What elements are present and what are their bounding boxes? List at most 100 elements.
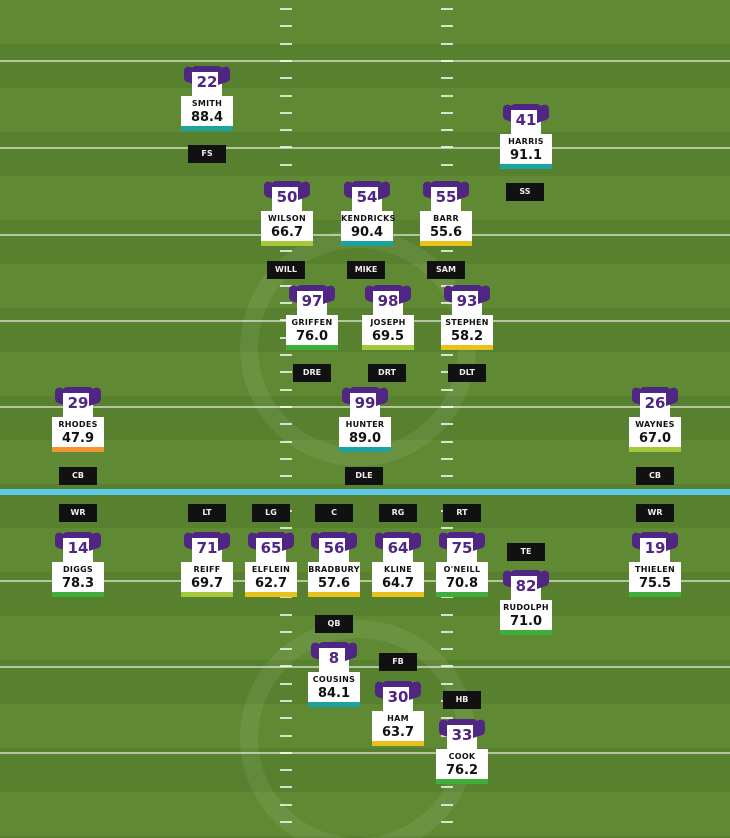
jersey-icon: 54 xyxy=(344,180,390,211)
grade-bar xyxy=(339,447,391,452)
hash-mark xyxy=(280,631,292,633)
hash-mark xyxy=(441,146,453,148)
hash-mark xyxy=(441,406,453,408)
hash-mark xyxy=(280,60,292,62)
hash-mark xyxy=(441,371,453,373)
player-grade: 84.1 xyxy=(317,686,351,701)
position-label-ss: SS xyxy=(506,183,544,201)
hash-mark xyxy=(280,752,292,754)
player-card-hunter[interactable]: 99 HUNTER 89.0 xyxy=(339,386,391,452)
player-grade: 55.6 xyxy=(429,225,463,240)
player-card-oneill[interactable]: 75 O'NEILL 70.8 xyxy=(436,531,488,597)
player-card-stephen[interactable]: 93 STEPHEN 58.2 xyxy=(441,284,493,350)
player-card-rhodes[interactable]: 29 RHODES 47.9 xyxy=(52,386,104,452)
hash-mark xyxy=(280,406,292,408)
player-card-cook[interactable]: 33 COOK 76.2 xyxy=(436,718,488,784)
hash-mark xyxy=(441,821,453,823)
line-of-scrimmage xyxy=(0,489,730,495)
jersey-number: 82 xyxy=(515,577,537,595)
player-card-griffen[interactable]: 97 GRIFFEN 76.0 xyxy=(286,284,338,350)
position-label-hb: HB xyxy=(443,691,481,709)
player-card-bradbury[interactable]: 56 BRADBURY 57.6 xyxy=(308,531,360,597)
player-grade: 67.0 xyxy=(638,431,672,446)
hash-mark xyxy=(280,769,292,771)
hash-mark xyxy=(280,25,292,27)
player-grade: 90.4 xyxy=(350,225,384,240)
position-label-rt: RT xyxy=(443,504,481,522)
grade-bar xyxy=(52,592,104,597)
player-card-thielen[interactable]: 19 THIELEN 75.5 xyxy=(629,531,681,597)
yard-line xyxy=(0,580,730,582)
hash-mark xyxy=(441,527,453,529)
position-label-sam: SAM xyxy=(427,261,465,279)
player-card-waynes[interactable]: 26 WAYNES 67.0 xyxy=(629,386,681,452)
grade-bar xyxy=(286,345,338,350)
hash-mark xyxy=(441,250,453,252)
player-name: HARRIS xyxy=(508,137,544,146)
player-card-kendricks[interactable]: 54 KENDRICKS 90.4 xyxy=(341,180,395,246)
hash-mark xyxy=(280,389,292,391)
hash-mark xyxy=(280,648,292,650)
player-card-barr[interactable]: 55 BARR 55.6 xyxy=(420,180,472,246)
hash-mark xyxy=(280,804,292,806)
hash-mark xyxy=(280,683,292,685)
yard-line xyxy=(0,752,730,754)
jersey-number: 64 xyxy=(387,539,409,557)
grade-bar xyxy=(629,447,681,452)
player-name: WILSON xyxy=(268,214,306,223)
jersey-number: 30 xyxy=(387,688,409,706)
jersey-icon: 56 xyxy=(311,531,357,562)
grade-bar xyxy=(372,592,424,597)
player-grade: 64.7 xyxy=(381,576,415,591)
jersey-number: 29 xyxy=(67,394,89,412)
hash-mark xyxy=(280,371,292,373)
hash-mark xyxy=(280,285,292,287)
position-label-mike: MIKE xyxy=(347,261,385,279)
player-grade: 47.9 xyxy=(61,431,95,446)
player-card-joseph[interactable]: 98 JOSEPH 69.5 xyxy=(362,284,414,350)
grade-bar xyxy=(436,592,488,597)
hash-mark xyxy=(280,441,292,443)
player-name: HUNTER xyxy=(345,420,385,429)
jersey-icon: 55 xyxy=(423,180,469,211)
jersey-number: 65 xyxy=(260,539,282,557)
player-card-ham[interactable]: 30 HAM 63.7 xyxy=(372,680,424,746)
hash-mark xyxy=(441,665,453,667)
player-card-wilson[interactable]: 50 WILSON 66.7 xyxy=(261,180,313,246)
player-card-harris[interactable]: 41 HARRIS 91.1 xyxy=(500,103,552,169)
hash-mark xyxy=(441,389,453,391)
player-name: BRADBURY xyxy=(308,565,360,574)
grade-bar xyxy=(261,241,313,246)
hash-mark xyxy=(280,700,292,702)
jersey-icon: 41 xyxy=(503,103,549,134)
player-grade: 66.7 xyxy=(270,225,304,240)
player-card-cousins[interactable]: 8 COUSINS 84.1 xyxy=(308,641,360,707)
hash-mark xyxy=(441,458,453,460)
hash-mark xyxy=(280,146,292,148)
hash-mark xyxy=(280,302,292,304)
hash-mark xyxy=(441,112,453,114)
player-grade: 91.1 xyxy=(509,148,543,163)
player-name: THIELEN xyxy=(635,565,675,574)
hash-mark xyxy=(441,43,453,45)
position-label-c: C xyxy=(315,504,353,522)
jersey-number: 26 xyxy=(644,394,666,412)
player-card-kline[interactable]: 64 KLINE 64.7 xyxy=(372,531,424,597)
hash-mark xyxy=(441,129,453,131)
player-card-elflein[interactable]: 65 ELFLEIN 62.7 xyxy=(245,531,297,597)
hash-mark xyxy=(280,164,292,166)
player-card-reiff[interactable]: 71 REIFF 69.7 xyxy=(181,531,233,597)
hash-mark xyxy=(441,441,453,443)
yard-line xyxy=(0,666,730,668)
jersey-icon: 30 xyxy=(375,680,421,711)
player-grade: 89.0 xyxy=(348,431,382,446)
jersey-number: 71 xyxy=(196,539,218,557)
jersey-icon: 65 xyxy=(248,531,294,562)
jersey-icon: 99 xyxy=(342,386,388,417)
position-label-qb: QB xyxy=(315,615,353,633)
grade-bar xyxy=(362,345,414,350)
player-card-rudolph[interactable]: 82 RUDOLPH 71.0 xyxy=(500,569,552,635)
player-card-smith[interactable]: 22 SMITH 88.4 xyxy=(181,65,233,131)
player-card-diggs[interactable]: 14 DIGGS 78.3 xyxy=(52,531,104,597)
